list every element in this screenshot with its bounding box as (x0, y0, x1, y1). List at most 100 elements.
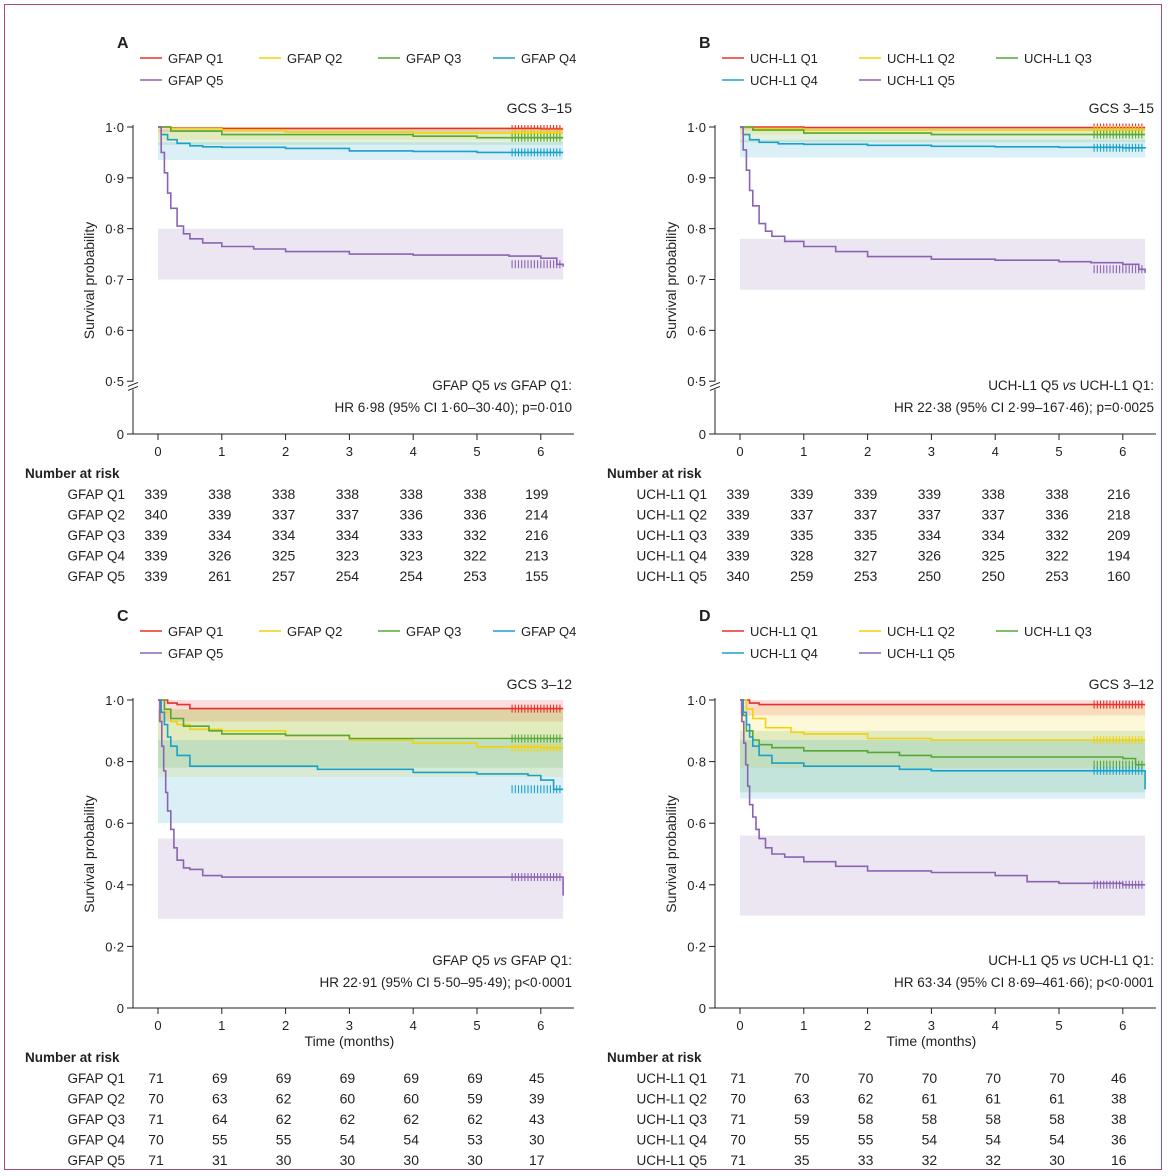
risk-value: 339 (144, 527, 168, 543)
risk-value: 30 (403, 1152, 419, 1168)
risk-row-label: UCH-L1 Q2 (636, 508, 707, 523)
risk-value: 339 (144, 568, 168, 584)
y-tick-label: 0 (117, 1001, 124, 1016)
legend-label-q1: UCH-L1 Q1 (750, 624, 818, 639)
ci-band-q3 (740, 730, 1146, 793)
ci-band-q5 (740, 835, 1146, 916)
risk-value: 62 (403, 1111, 419, 1127)
censor-marks-q3 (1093, 130, 1143, 139)
censor-marks-q5 (1093, 265, 1143, 274)
panel-letter: D (699, 608, 711, 625)
x-tick-label: 2 (864, 444, 871, 459)
risk-value: 339 (144, 486, 168, 502)
x-tick-label: 1 (218, 1018, 225, 1033)
risk-row-label: GFAP Q4 (67, 1133, 125, 1148)
x-tick-label: 0 (736, 1018, 743, 1033)
censor-marks-q3 (511, 734, 561, 743)
x-tick-label: 3 (928, 1018, 935, 1033)
risk-value: 332 (1045, 527, 1069, 543)
x-tick-label: 6 (537, 444, 544, 459)
censor-marks-q1 (511, 704, 561, 713)
risk-value: 32 (922, 1152, 938, 1168)
risk-row-label: UCH-L1 Q3 (636, 528, 707, 543)
risk-value: 253 (463, 568, 487, 584)
risk-value: 62 (276, 1091, 292, 1107)
survival-curve-q5 (740, 699, 1146, 886)
y-axis-break-mark (709, 381, 721, 387)
risk-value: 339 (726, 527, 750, 543)
risk-value: 339 (726, 507, 750, 523)
censor-marks-q2 (1093, 126, 1143, 135)
risk-value: 55 (212, 1132, 228, 1148)
risk-row-label: UCH-L1 Q1 (636, 487, 707, 502)
survival-curve-q5 (158, 126, 564, 267)
risk-value: 58 (985, 1111, 1001, 1127)
y-tick-label: 0·8 (687, 755, 706, 770)
risk-value: 71 (730, 1070, 746, 1086)
x-tick-label: 5 (473, 444, 480, 459)
hr-annotation-line2: HR 6·98 (95% CI 1·60–30·40); p=0·010 (334, 400, 572, 415)
survival-curve-q3 (740, 699, 1146, 766)
survival-curve-q3 (158, 126, 564, 139)
risk-value: 70 (858, 1070, 874, 1086)
legend-label-q2: GFAP Q2 (287, 51, 342, 66)
risk-value: 70 (794, 1070, 810, 1086)
x-tick-label: 5 (473, 1018, 480, 1033)
y-tick-label: 0·4 (105, 878, 124, 893)
risk-value: 261 (208, 568, 232, 584)
risk-value: 259 (790, 568, 814, 584)
risk-value: 337 (790, 507, 814, 523)
risk-value: 334 (208, 527, 232, 543)
y-axis-break-mark (709, 385, 721, 391)
risk-value: 323 (336, 548, 360, 564)
risk-value: 339 (726, 486, 750, 502)
risk-value: 257 (272, 568, 296, 584)
hr-annotation-line2: HR 22·91 (95% CI 5·50–95·49); p<0·0001 (319, 975, 572, 990)
x-tick-label: 6 (1119, 1018, 1126, 1033)
y-tick-label: 0·2 (687, 939, 706, 954)
x-tick-label: 2 (864, 1018, 871, 1033)
x-tick-label: 1 (800, 444, 807, 459)
survival-curve-q3 (158, 699, 564, 740)
risk-value: 339 (918, 486, 942, 502)
y-tick-label: 0·9 (687, 171, 706, 186)
survival-curve-q5 (158, 699, 564, 896)
risk-value: 254 (336, 568, 360, 584)
risk-value: 339 (208, 507, 232, 523)
y-tick-label: 0·5 (687, 374, 706, 389)
panel-letter: C (117, 608, 129, 625)
survival-curve-q1 (158, 699, 564, 710)
y-tick-label: 0·6 (687, 323, 706, 338)
risk-value: 62 (340, 1111, 356, 1127)
risk-value: 250 (982, 568, 1006, 584)
ci-band-q4 (740, 740, 1146, 799)
risk-value: 71 (148, 1152, 164, 1168)
legend-label-q5: UCH-L1 Q5 (887, 73, 955, 88)
risk-row-label: GFAP Q5 (67, 1153, 125, 1168)
risk-value: 160 (1107, 568, 1131, 584)
risk-row-label: UCH-L1 Q4 (636, 549, 707, 564)
risk-value: 322 (463, 548, 487, 564)
y-tick-label: 0·8 (687, 222, 706, 237)
risk-row-label: GFAP Q1 (67, 487, 125, 502)
risk-row-label: GFAP Q3 (67, 1112, 125, 1127)
risk-value: 55 (276, 1132, 292, 1148)
legend-label-q1: GFAP Q1 (168, 51, 223, 66)
risk-value: 323 (400, 548, 424, 564)
x-tick-label: 2 (282, 1018, 289, 1033)
censor-marks-q5 (511, 260, 561, 269)
risk-value: 54 (922, 1132, 938, 1148)
risk-value: 30 (467, 1152, 483, 1168)
y-tick-label: 0·8 (105, 222, 124, 237)
ci-band-q4 (158, 740, 564, 824)
x-tick-label: 6 (537, 1018, 544, 1033)
panel-letter: B (699, 35, 711, 52)
y-axis-label: Survival probability (81, 795, 97, 913)
censor-marks-q3 (1093, 760, 1143, 769)
risk-value: 54 (340, 1132, 356, 1148)
censor-marks-q2 (1093, 736, 1143, 744)
risk-value: 59 (794, 1111, 810, 1127)
number-at-risk-title: Number at risk (607, 1050, 702, 1065)
risk-row-label: UCH-L1 Q1 (636, 1071, 707, 1086)
risk-value: 30 (340, 1152, 356, 1168)
